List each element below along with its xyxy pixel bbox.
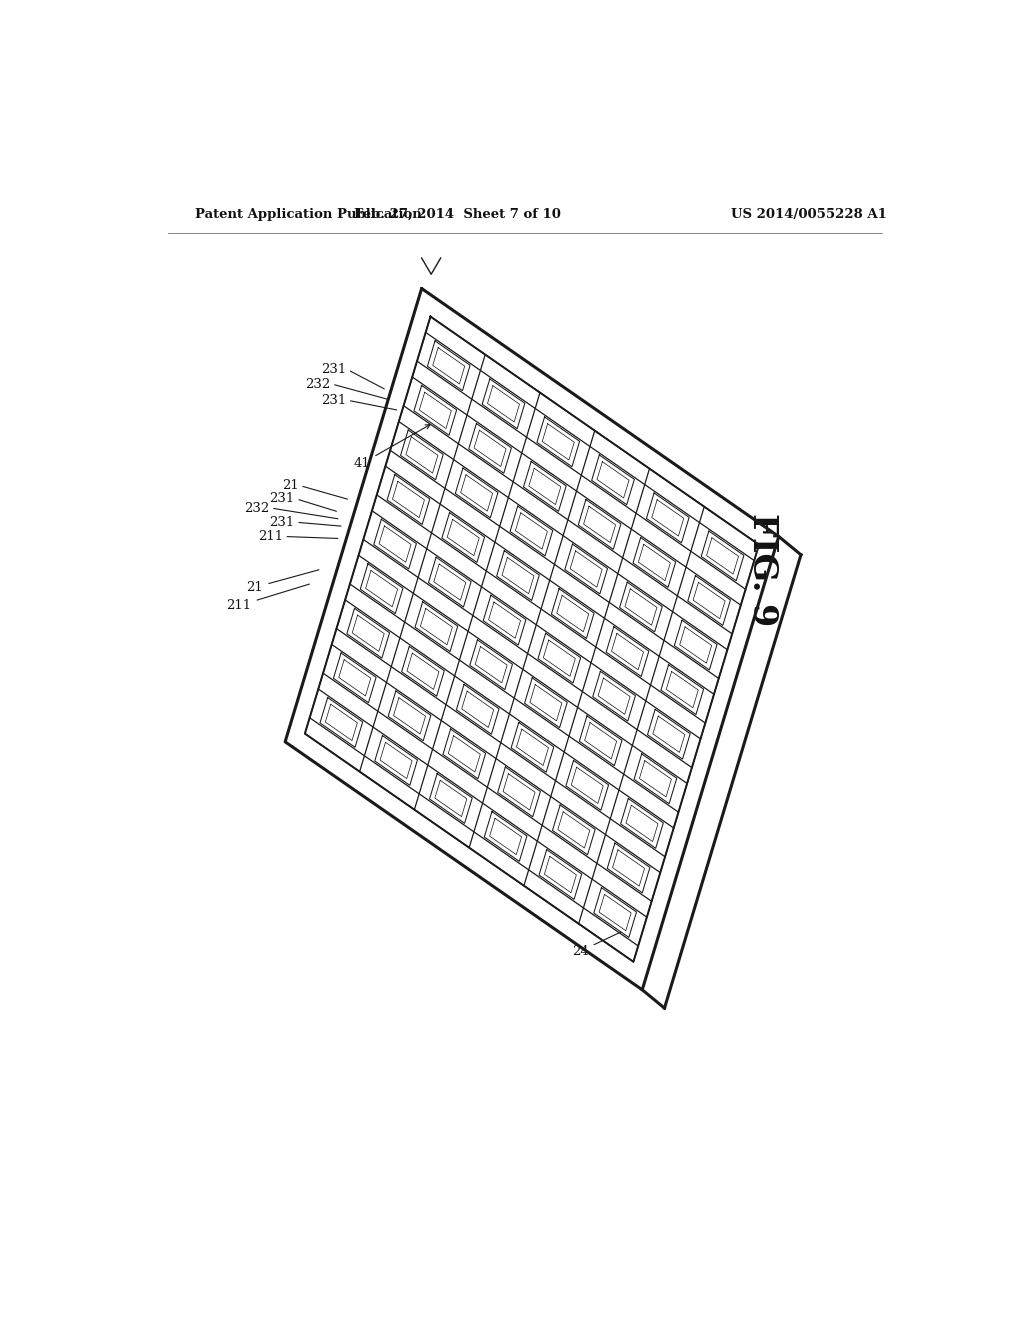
Text: 231: 231 [269,492,295,506]
Text: 24: 24 [572,932,621,958]
Text: 231: 231 [321,363,346,376]
Text: 231: 231 [321,393,346,407]
Text: 231: 231 [269,516,295,529]
Text: US 2014/0055228 A1: US 2014/0055228 A1 [731,207,887,220]
Text: 232: 232 [305,378,331,391]
Text: 41: 41 [353,425,430,470]
Text: 211: 211 [226,583,309,612]
Text: Feb. 27, 2014  Sheet 7 of 10: Feb. 27, 2014 Sheet 7 of 10 [354,207,561,220]
Text: 21: 21 [247,570,318,594]
Text: 211: 211 [258,531,283,543]
Text: FIG. 9: FIG. 9 [746,513,779,627]
Text: 21: 21 [282,479,299,492]
Text: 232: 232 [244,502,269,515]
Text: Patent Application Publication: Patent Application Publication [196,207,422,220]
